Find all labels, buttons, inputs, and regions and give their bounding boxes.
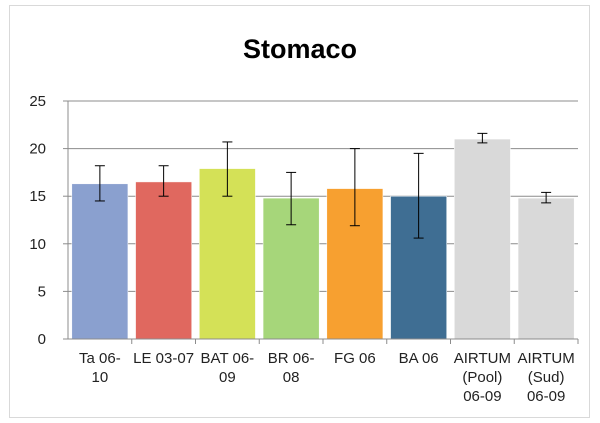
- category-label: BA 06: [399, 350, 439, 367]
- labels: 0 5 10 15 20 25 Ta 06-10 LE 03-07 BAT 06-09 BR 06…: [29, 93, 574, 405]
- axes: [63, 100, 579, 344]
- category-label: BAT 06-09: [201, 350, 255, 386]
- category-label: BR 06-08: [268, 350, 315, 386]
- bar-2: [199, 168, 256, 340]
- chart-title: Stomaco: [242, 34, 358, 64]
- y-tick-label: 5: [38, 283, 46, 300]
- bar-6: [454, 138, 511, 340]
- category-label: Ta 06-10: [79, 350, 121, 386]
- y-tick-label: 15: [29, 188, 46, 205]
- category-label: LE 03-07: [133, 350, 194, 367]
- bar-4: [326, 188, 384, 340]
- y-tick-label: 25: [29, 93, 46, 110]
- bar-7: [517, 197, 575, 340]
- y-tick-label: 20: [29, 141, 46, 158]
- y-tick-label: 10: [29, 236, 46, 253]
- category-label: FG 06: [334, 350, 376, 367]
- error-bars: [94, 132, 552, 239]
- category-label: AIRTUM (Sud) 06-09: [518, 350, 575, 405]
- category-label: AIRTUM (Pool) 06-09: [454, 350, 511, 405]
- y-tick-label: 0: [38, 331, 46, 348]
- bar-0: [71, 183, 129, 340]
- bar-1: [135, 181, 192, 340]
- bars: [71, 138, 575, 340]
